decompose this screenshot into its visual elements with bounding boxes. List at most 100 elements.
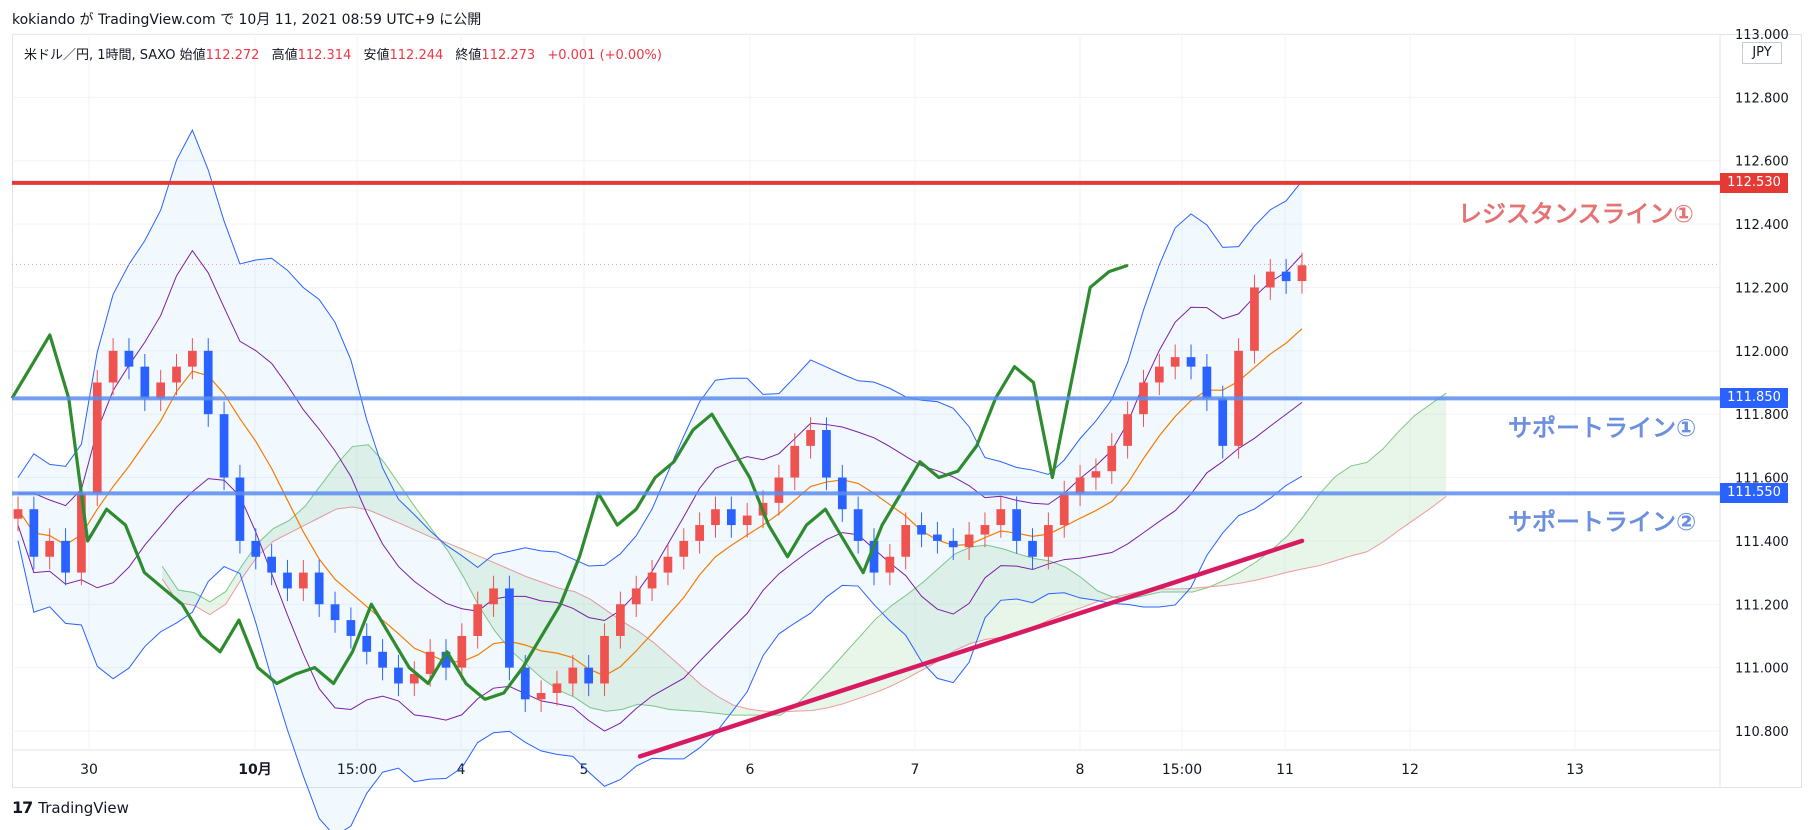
x-tick-label: 13	[1566, 762, 1584, 778]
x-tick-label: 4	[457, 762, 466, 778]
support1-price-tag: 111.850	[1720, 388, 1788, 409]
candle-body	[45, 540, 55, 557]
bollinger-fill	[18, 130, 1302, 830]
resistance1-price-tag: 112.530	[1720, 172, 1788, 193]
y-tick-label: 112.000	[1735, 345, 1789, 360]
candle-body	[822, 430, 831, 478]
y-tick-label: 110.800	[1735, 725, 1789, 740]
y-tick-label: 111.000	[1735, 662, 1789, 677]
candle-body	[314, 572, 324, 605]
x-tick-label: 30	[80, 762, 98, 778]
candle-body	[1075, 477, 1085, 494]
legend-high-label: 高値	[271, 48, 298, 63]
candle-body	[600, 635, 609, 684]
candle-body	[980, 525, 990, 535]
candle-body	[1250, 287, 1259, 351]
candle-body	[219, 414, 229, 478]
candle-body	[346, 620, 356, 636]
candle-body	[647, 572, 657, 589]
support1-label: サポートライン①	[1508, 414, 1697, 442]
candle-body	[378, 651, 387, 668]
x-tick-label: 15:00	[337, 762, 377, 778]
resistance1-label: レジスタンスライン①	[1458, 200, 1694, 228]
candle-body	[1202, 366, 1212, 399]
candle-body	[774, 477, 784, 503]
legend-close-label: 終値	[455, 48, 482, 63]
candle-body	[251, 540, 261, 557]
candle-body	[172, 366, 181, 383]
candle-body	[29, 509, 39, 557]
support2-label: サポートライン②	[1508, 508, 1697, 536]
candle-body	[108, 350, 118, 383]
candle-body	[425, 651, 435, 674]
x-tick-label: 5	[580, 762, 589, 778]
x-tick-label: 8	[1076, 762, 1085, 778]
currency-badge[interactable]: JPY	[1742, 42, 1782, 64]
y-tick-label: 111.200	[1735, 598, 1789, 613]
candle-body	[61, 540, 70, 573]
candle-body	[1028, 540, 1037, 557]
moving-average	[17, 328, 1303, 677]
senkou-span-a	[161, 392, 1447, 716]
candle-body	[1170, 357, 1180, 367]
candle-body	[806, 430, 815, 446]
ohlc-legend: 米ドル／円, 1時間, SAXO 始値112.272 高値112.314 安値1…	[24, 44, 670, 63]
bb-lower-1	[17, 402, 1303, 732]
bb-upper-2	[17, 128, 1303, 569]
candle-body	[552, 683, 562, 693]
candle-body	[473, 604, 483, 636]
candle-body	[203, 350, 213, 415]
candle-body	[457, 635, 467, 668]
candle-body	[1218, 398, 1228, 446]
candle-body	[362, 635, 372, 652]
legend-close: 112.273	[481, 48, 536, 63]
candle-body	[188, 350, 197, 367]
candle-body	[409, 673, 419, 684]
candle-body	[869, 540, 879, 573]
candle-body	[584, 667, 594, 684]
candle-body	[489, 588, 498, 605]
legend-open: 112.272	[205, 48, 260, 63]
candle-body	[917, 525, 926, 535]
y-tick-label: 111.800	[1735, 408, 1789, 423]
bb-lower-2	[17, 475, 1303, 830]
legend-open-label: 始値	[179, 48, 206, 63]
candle-body	[631, 588, 641, 605]
legend-change: +0.001 (+0.00%)	[547, 48, 662, 63]
x-tick-label: 15:00	[1162, 762, 1202, 778]
support2-price-tag: 111.550	[1720, 483, 1788, 504]
y-tick-label: 113.000	[1735, 28, 1789, 43]
candle-body	[1044, 525, 1053, 557]
candle-body	[124, 350, 134, 367]
tradingview-logo[interactable]: 17 TradingView	[12, 798, 129, 817]
tv-logo-icon: 17	[12, 798, 33, 817]
x-tick-label: 11	[1276, 762, 1294, 778]
candle-body	[790, 445, 800, 478]
candle-body	[901, 525, 911, 557]
candle-body	[568, 667, 578, 684]
legend-symbol: 米ドル／円, 1時間, SAXO	[24, 48, 176, 63]
candle-body	[616, 604, 625, 636]
candle-body	[505, 588, 514, 668]
candle-body	[1107, 445, 1117, 472]
y-tick-label: 112.200	[1735, 281, 1789, 296]
candle-body	[1297, 265, 1307, 282]
candle-body	[948, 540, 958, 548]
y-tick-label: 112.600	[1735, 155, 1789, 170]
candle-body	[536, 692, 546, 700]
y-tick-label: 112.400	[1735, 218, 1789, 233]
candle-body	[92, 382, 102, 494]
candle-body	[140, 366, 150, 399]
candle-body	[679, 540, 689, 557]
x-tick-label: 10月	[238, 762, 271, 778]
candle-body	[13, 509, 23, 519]
candle-body	[1012, 509, 1022, 541]
candle-body	[267, 556, 276, 573]
candle-body	[1186, 357, 1196, 367]
chikou-span	[10, 263, 1129, 701]
x-tick-label: 12	[1401, 762, 1419, 778]
candle-body	[1123, 414, 1132, 446]
candle-body	[663, 556, 673, 573]
candle-body	[964, 534, 974, 548]
